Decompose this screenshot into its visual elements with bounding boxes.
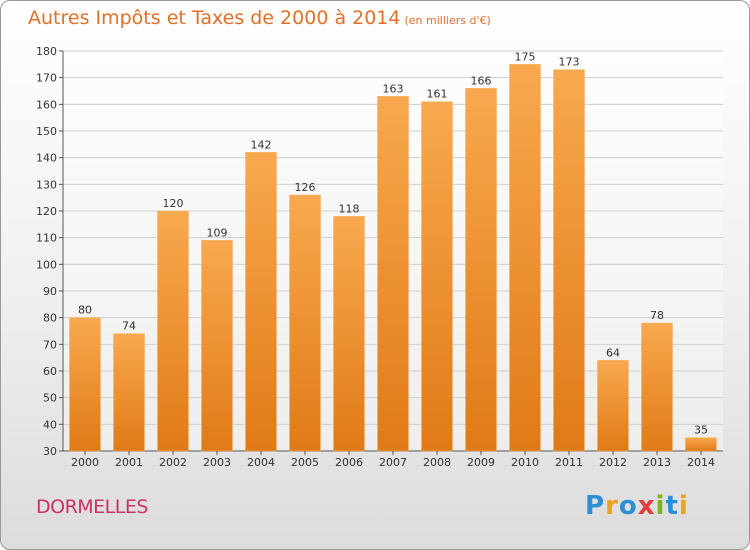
bar: [113, 333, 145, 452]
x-tick-label: 2002: [159, 456, 187, 469]
data-label: 175: [515, 50, 536, 63]
y-tick-label: 170: [36, 72, 57, 85]
bar: [641, 322, 673, 452]
y-tick-label: 40: [43, 418, 57, 431]
y-tick-label: 160: [36, 98, 57, 111]
logo-letter: x: [637, 491, 656, 521]
logo-letter: P: [585, 491, 606, 521]
logo-letter: i: [655, 491, 666, 521]
x-tick-label: 2010: [511, 456, 539, 469]
title-text: Autres Impôts et Taxes de 2000 à 2014: [28, 7, 401, 29]
bar: [69, 317, 101, 452]
bar: [553, 69, 585, 452]
data-label: 142: [251, 138, 272, 151]
data-label: 120: [163, 197, 184, 210]
data-label: 173: [559, 56, 580, 69]
bar: [289, 194, 321, 452]
bar: [157, 210, 189, 452]
y-tick-label: 130: [36, 178, 57, 191]
data-label: 161: [427, 88, 448, 101]
y-tick-label: 110: [36, 232, 57, 245]
logo-letter: r: [605, 491, 619, 521]
y-tick-label: 140: [36, 152, 57, 165]
x-tick-label: 2004: [247, 456, 275, 469]
data-label: 80: [78, 304, 92, 317]
y-tick-label: 60: [43, 365, 57, 378]
data-label: 126: [295, 181, 316, 194]
bar: [245, 152, 277, 452]
data-label: 109: [207, 226, 228, 239]
x-tick-label: 2003: [203, 456, 231, 469]
logo-letter: i: [678, 491, 689, 521]
y-tick-label: 30: [43, 445, 57, 458]
bar: [201, 240, 233, 452]
x-tick-label: 2008: [423, 456, 451, 469]
x-tick-label: 2011: [555, 456, 583, 469]
bar: [465, 88, 497, 452]
y-tick-label: 90: [43, 285, 57, 298]
x-tick-label: 2006: [335, 456, 363, 469]
x-tick-label: 2013: [643, 456, 671, 469]
x-tick-label: 2000: [71, 456, 99, 469]
unit-label: (en milliers d'€): [404, 14, 491, 27]
data-label: 166: [471, 74, 492, 87]
x-tick-label: 2007: [379, 456, 407, 469]
data-label: 163: [383, 82, 404, 95]
town-name: DORMELLES: [36, 496, 148, 518]
y-tick-label: 120: [36, 205, 57, 218]
bar: [421, 101, 453, 452]
y-tick-label: 70: [43, 338, 57, 351]
bar: [377, 96, 409, 452]
y-tick-label: 80: [43, 312, 57, 325]
x-tick-label: 2014: [687, 456, 715, 469]
bar: [509, 64, 541, 452]
x-tick-label: 2012: [599, 456, 627, 469]
bar: [685, 437, 717, 452]
x-tick-label: 2001: [115, 456, 143, 469]
y-tick-label: 150: [36, 125, 57, 138]
data-label: 35: [694, 424, 708, 437]
data-label: 78: [650, 309, 664, 322]
bar: [597, 360, 629, 452]
data-label: 64: [606, 346, 620, 359]
data-label: 118: [339, 202, 360, 215]
data-label: 74: [122, 320, 136, 333]
y-tick-label: 180: [36, 45, 57, 58]
proxiti-logo: Proxiti: [585, 491, 689, 521]
x-tick-label: 2005: [291, 456, 319, 469]
logo-letter: t: [665, 491, 679, 521]
chart-title: Autres Impôts et Taxes de 2000 à 2014 (en…: [28, 7, 491, 29]
y-tick-label: 50: [43, 392, 57, 405]
x-tick-label: 2009: [467, 456, 495, 469]
y-tick-label: 100: [36, 258, 57, 271]
logo-letter: o: [618, 491, 638, 521]
bar: [333, 216, 365, 452]
